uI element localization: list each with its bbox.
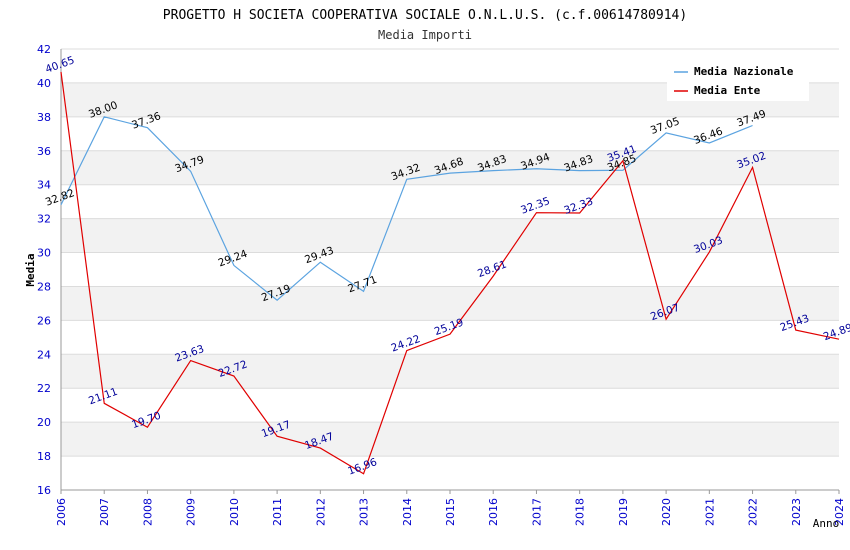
- y-tick-label: 38: [37, 111, 51, 124]
- legend: Media Nazionale Media Ente: [667, 59, 809, 101]
- grid-band: [61, 150, 839, 185]
- y-axis-ticks: 16 18 20 22 24 26 28 30 32 34 36 38 40 42: [37, 43, 51, 497]
- x-tick-label: 2017: [530, 498, 543, 526]
- legend-label-ente: Media Ente: [694, 84, 761, 97]
- grid-band: [61, 286, 839, 321]
- x-axis-ticks: 2006 2007 2008 2009 2010 2011 2012 2013 2014 2015…: [55, 490, 846, 526]
- series-lines: [60, 71, 840, 475]
- x-tick-label: 2020: [660, 498, 673, 526]
- data-label: 16.96: [346, 456, 379, 478]
- series-line-0: [60, 116, 753, 301]
- y-axis-label: Media: [24, 253, 37, 286]
- y-tick-label: 42: [37, 43, 51, 56]
- chart-subtitle: Media Importi: [378, 28, 472, 42]
- data-label: 21.11: [87, 386, 119, 408]
- x-tick-label: 2024: [833, 498, 846, 526]
- y-tick-label: 26: [37, 314, 51, 327]
- x-tick-label: 2006: [55, 498, 68, 526]
- y-tick-label: 16: [37, 484, 51, 497]
- x-tick-label: 2023: [790, 498, 803, 526]
- data-labels: 32.8238.0037.3634.7929.2427.1929.4327.71…: [44, 54, 850, 477]
- x-tick-label: 2014: [401, 498, 414, 526]
- chart-title: PROGETTO H SOCIETA COOPERATIVA SOCIALE O…: [163, 8, 687, 23]
- y-tick-label: 30: [37, 247, 51, 260]
- grid-band: [61, 422, 839, 457]
- y-tick-label: 40: [37, 77, 51, 90]
- grid-band: [61, 218, 839, 253]
- x-tick-label: 2021: [703, 498, 716, 526]
- x-tick-label: 2019: [617, 498, 630, 526]
- x-tick-label: 2012: [314, 498, 327, 526]
- x-tick-label: 2007: [98, 498, 111, 526]
- y-tick-label: 24: [37, 348, 51, 361]
- data-label: 32.33: [562, 195, 594, 217]
- x-tick-label: 2013: [358, 498, 371, 526]
- y-tick-label: 34: [37, 179, 51, 192]
- data-label: 40.65: [44, 54, 76, 76]
- x-axis-label: Anno: [813, 517, 840, 530]
- y-tick-label: 18: [37, 450, 51, 463]
- x-tick-label: 2009: [185, 498, 198, 526]
- x-tick-label: 2008: [141, 498, 154, 526]
- x-tick-label: 2011: [271, 498, 284, 526]
- series-line-1: [60, 71, 840, 475]
- legend-label-nazionale: Media Nazionale: [694, 65, 794, 78]
- grid-bands: [61, 82, 839, 457]
- data-label: 36.46: [692, 125, 725, 147]
- x-tick-label: 2018: [574, 498, 587, 526]
- x-tick-label: 2010: [228, 498, 241, 526]
- x-tick-label: 2022: [747, 498, 760, 526]
- y-tick-label: 28: [37, 280, 51, 293]
- y-tick-label: 32: [37, 213, 51, 226]
- y-tick-label: 20: [37, 416, 51, 429]
- y-tick-label: 22: [37, 382, 51, 395]
- data-label: 24.22: [390, 333, 422, 355]
- x-tick-label: 2016: [487, 498, 500, 526]
- y-tick-label: 36: [37, 145, 51, 158]
- x-tick-label: 2015: [444, 498, 457, 526]
- data-label: 24.89: [822, 322, 850, 344]
- legend-box: [667, 59, 809, 101]
